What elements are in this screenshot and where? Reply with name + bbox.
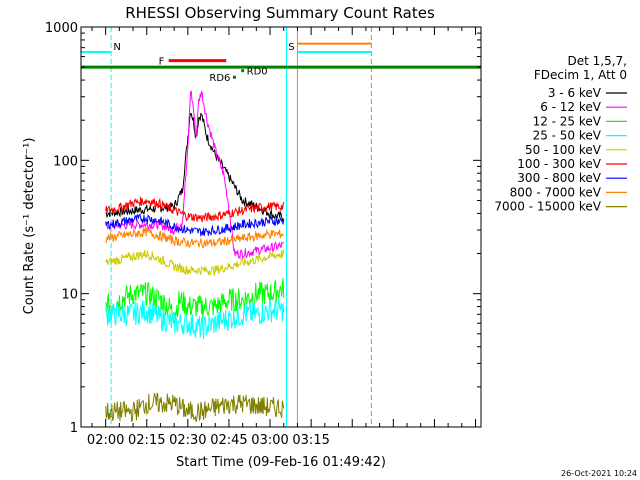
legend-label-3: 25 - 50 keV <box>533 129 602 143</box>
y-axis-label: Count Rate (s⁻¹ detector⁻¹) <box>22 138 37 315</box>
y-tick-label-2: 100 <box>53 154 78 169</box>
series-line-3 <box>105 299 285 340</box>
overlay-layer: N S F RD0 RD6 <box>81 27 481 427</box>
marker-label-0: RD0 <box>247 67 268 78</box>
series-line-0 <box>105 112 285 222</box>
series-line-6 <box>105 213 285 237</box>
series-line-2 <box>105 277 285 325</box>
x-tick-label-4: 03:00 <box>251 433 288 448</box>
series-line-4 <box>105 249 285 276</box>
chart-title: RHESSI Observing Summary Count Rates <box>125 4 435 22</box>
series-line-5 <box>105 196 285 223</box>
legend-label-1: 6 - 12 keV <box>540 100 602 114</box>
x-axis-label: Start Time (09-Feb-16 01:49:42) <box>176 455 386 470</box>
x-tick-label-2: 02:30 <box>169 433 206 448</box>
series-line-8 <box>105 392 285 423</box>
y-tick-label-0: 1 <box>70 421 78 436</box>
series-line-7 <box>105 227 285 249</box>
marker-label-1: RD6 <box>209 73 230 84</box>
legend-label-7: 800 - 7000 keV <box>510 185 602 199</box>
legend-header-line-1: Det 1,5,7, <box>568 54 628 68</box>
series-layer <box>105 90 285 423</box>
x-tick-label-3: 02:45 <box>210 433 247 448</box>
series-line-1 <box>105 90 285 260</box>
x-tick-label-5: 03:15 <box>292 433 329 448</box>
footer-timestamp: 26-Oct-2021 10:24 <box>561 469 637 478</box>
y-tick-label-1: 10 <box>61 288 78 303</box>
y-tick-label-3: 1000 <box>45 21 78 36</box>
vertical-marker-label-2: S <box>288 42 294 53</box>
legend-label-8: 7000 - 15000 keV <box>494 200 601 214</box>
plot-frame <box>80 26 482 428</box>
legend-label-5: 100 - 300 keV <box>517 157 601 171</box>
x-axis: 02:00 02:15 02:30 02:45 03:00 03:15 <box>87 27 477 448</box>
y-axis: 1 10 100 1000 <box>45 21 481 436</box>
legend-header-line-2: FDecim 1, Att 0 <box>534 68 627 82</box>
x-tick-label-0: 02:00 <box>87 433 124 448</box>
vertical-marker-label-0: N <box>113 42 120 53</box>
legend-label-2: 12 - 25 keV <box>533 114 602 128</box>
marker-point-0 <box>241 69 245 73</box>
marker-point-1 <box>232 75 236 79</box>
x-tick-label-1: 02:15 <box>128 433 165 448</box>
legend-label-6: 300 - 800 keV <box>517 171 601 185</box>
legend-label-0: 3 - 6 keV <box>548 86 602 100</box>
legend-label-4: 50 - 100 keV <box>525 143 602 157</box>
flag-bar-label-0: F <box>159 57 165 68</box>
